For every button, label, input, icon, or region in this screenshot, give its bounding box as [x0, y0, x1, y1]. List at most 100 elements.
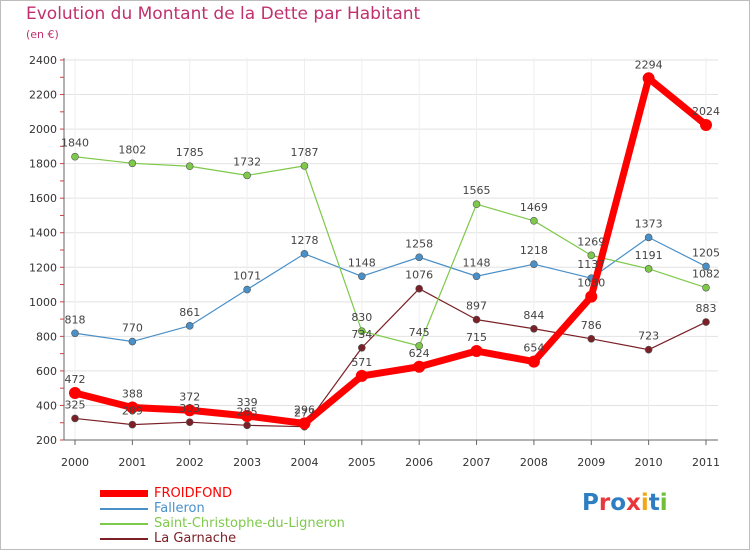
- data-point: [644, 233, 653, 242]
- data-label: 883: [696, 302, 717, 315]
- legend-swatch: [100, 490, 148, 497]
- data-point: [700, 118, 712, 131]
- data-point: [185, 418, 194, 427]
- data-point: [415, 342, 423, 350]
- data-point: [358, 272, 366, 281]
- data-label: 1565: [463, 184, 491, 197]
- data-point: [298, 417, 311, 430]
- data-label: 844: [523, 309, 544, 322]
- data-label: 372: [179, 390, 200, 403]
- data-point: [128, 420, 137, 429]
- x-tick-label: 2000: [61, 456, 89, 469]
- data-point: [241, 409, 254, 422]
- data-point: [530, 260, 538, 268]
- data-label: 571: [351, 356, 372, 369]
- data-point: [472, 272, 481, 281]
- data-label: 830: [351, 311, 372, 324]
- data-point: [702, 318, 710, 326]
- legend-swatch: [100, 538, 148, 540]
- data-point: [358, 327, 366, 335]
- data-point: [71, 329, 79, 338]
- data-point: [472, 200, 481, 209]
- data-label: 325: [65, 398, 86, 411]
- x-tick-label: 2009: [577, 456, 605, 469]
- data-label: 818: [65, 313, 86, 326]
- logo-letter: t: [648, 490, 660, 516]
- y-tick-label: 800: [36, 330, 57, 343]
- data-label: 1205: [692, 246, 720, 259]
- data-label: 624: [409, 347, 430, 360]
- data-point: [183, 404, 196, 417]
- logo-letter: i: [640, 490, 649, 516]
- data-label: 723: [638, 330, 659, 343]
- data-point: [472, 315, 481, 324]
- data-point: [702, 262, 710, 271]
- data-label: 734: [351, 328, 372, 341]
- data-point: [530, 217, 538, 225]
- logo-letter: P: [582, 490, 599, 516]
- y-tick-label: 600: [36, 365, 57, 378]
- data-label: 1278: [290, 234, 318, 247]
- y-tick-label: 1800: [29, 158, 57, 171]
- data-label: 745: [409, 326, 430, 339]
- legend-label: Falleron: [154, 501, 205, 516]
- data-point: [358, 343, 366, 352]
- data-label: 1802: [118, 143, 146, 156]
- data-label: 1269: [577, 235, 605, 248]
- data-label: 339: [237, 396, 258, 409]
- y-tick-label: 1600: [29, 192, 57, 205]
- data-point: [300, 250, 309, 258]
- data-label: 1258: [405, 237, 433, 250]
- x-tick-label: 2010: [635, 456, 663, 469]
- data-label: 1076: [405, 269, 433, 282]
- data-point: [243, 285, 251, 294]
- x-tick-label: 2006: [405, 456, 433, 469]
- legend-label: La Garnache: [154, 531, 237, 546]
- data-label: 861: [179, 306, 200, 319]
- y-tick-label: 200: [36, 434, 57, 447]
- y-tick-label: 400: [36, 399, 57, 412]
- data-point: [243, 421, 251, 430]
- data-point: [644, 265, 653, 273]
- data-point: [702, 283, 710, 292]
- x-tick-label: 2001: [118, 456, 146, 469]
- data-label: 1082: [692, 268, 720, 281]
- legend-swatch: [100, 508, 148, 510]
- data-label: 1373: [635, 217, 663, 230]
- data-label: 1137: [577, 258, 605, 271]
- data-label: 2024: [692, 105, 720, 118]
- data-label: 303: [179, 402, 200, 415]
- chart-unit-label: (en €): [26, 28, 59, 41]
- data-point: [300, 162, 309, 170]
- data-point: [71, 414, 79, 423]
- data-point: [413, 360, 426, 373]
- data-point: [587, 334, 596, 343]
- x-tick-label: 2007: [463, 456, 491, 469]
- data-label: 285: [237, 405, 258, 418]
- data-point: [185, 322, 194, 330]
- data-label: 1840: [61, 137, 89, 150]
- data-point: [69, 387, 81, 400]
- data-point: [126, 401, 139, 414]
- x-tick-label: 2005: [348, 456, 376, 469]
- data-point: [585, 290, 598, 303]
- data-label: 277: [294, 407, 315, 420]
- data-label: 1148: [348, 256, 376, 269]
- x-tick-label: 2002: [176, 456, 204, 469]
- legend-label: FROIDFOND: [154, 486, 233, 501]
- logo-letter: i: [659, 490, 668, 516]
- y-tick-label: 1200: [29, 261, 57, 274]
- x-tick-label: 2011: [692, 456, 720, 469]
- data-label: 1148: [463, 256, 491, 269]
- data-point: [128, 159, 137, 168]
- data-label: 1785: [176, 146, 204, 159]
- data-label: 715: [466, 331, 487, 344]
- data-label: 1030: [577, 277, 605, 290]
- data-point: [642, 72, 655, 85]
- y-tick-label: 2000: [29, 123, 57, 136]
- data-point: [530, 324, 538, 333]
- series-line-la-garnache: [74, 288, 707, 428]
- legend-swatch: [100, 523, 148, 525]
- data-label: 770: [122, 322, 143, 335]
